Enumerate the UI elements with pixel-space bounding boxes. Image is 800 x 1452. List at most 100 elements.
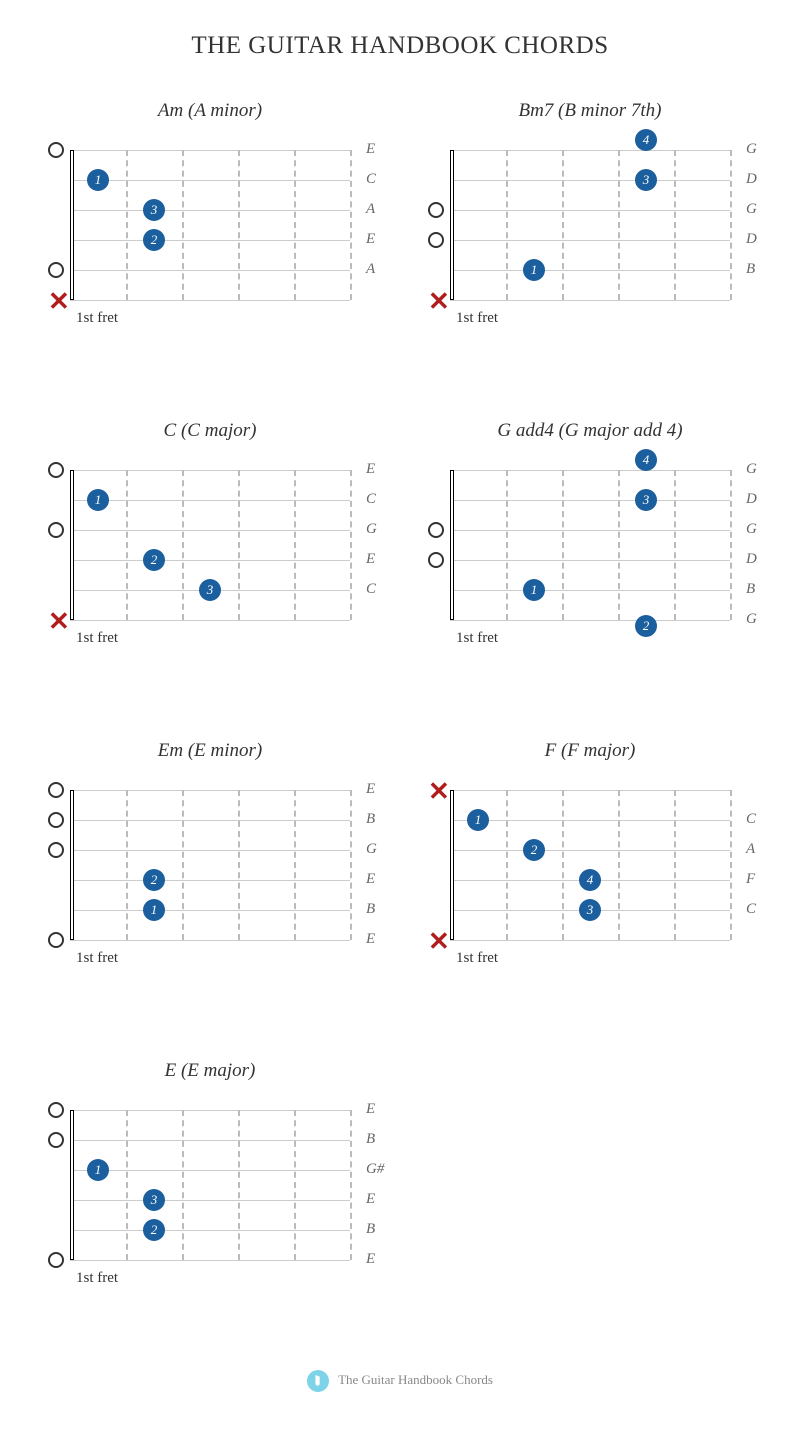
string-line	[70, 210, 350, 211]
open-string-marker	[48, 262, 64, 278]
string-line	[70, 620, 350, 621]
note-label: E	[366, 461, 375, 478]
string-line	[450, 820, 730, 821]
finger-dot: 2	[143, 549, 165, 571]
finger-dot: 3	[143, 1189, 165, 1211]
string-line	[450, 470, 730, 471]
nut	[70, 470, 74, 620]
nut	[450, 150, 454, 300]
note-label: G	[366, 521, 377, 538]
open-string-marker	[428, 232, 444, 248]
finger-dot: 2	[143, 229, 165, 251]
chord-name: Em (E minor)	[20, 740, 400, 762]
chord-cell: G add4 (G major add 4)4312GDGDBG1st fret	[400, 420, 780, 680]
finger-dot: 2	[635, 615, 657, 637]
mute-string-marker: ✕	[48, 608, 70, 634]
fret-line	[506, 470, 508, 620]
note-label: G#	[366, 1161, 384, 1178]
fret-line	[618, 470, 620, 620]
chord-cell: Em (E minor)21EBGEBE1st fret	[20, 740, 400, 1000]
note-label: C	[366, 491, 376, 508]
finger-dot: 3	[635, 169, 657, 191]
string-line	[70, 1140, 350, 1141]
note-label: B	[746, 261, 755, 278]
finger-dot: 1	[467, 809, 489, 831]
chord-diagram: 4312GDGDBG1st fret	[410, 470, 770, 680]
finger-dot: 4	[579, 869, 601, 891]
finger-dot: 4	[635, 449, 657, 471]
nut	[70, 1110, 74, 1260]
note-label: D	[746, 491, 757, 508]
fret-line	[618, 150, 620, 300]
chord-name: Am (A minor)	[20, 100, 400, 122]
string-line	[70, 180, 350, 181]
finger-dot: 1	[87, 169, 109, 191]
string-line	[70, 850, 350, 851]
open-string-marker	[48, 462, 64, 478]
string-line	[450, 790, 730, 791]
fret-line	[238, 470, 240, 620]
fret-line	[562, 150, 564, 300]
nut	[450, 470, 454, 620]
fret-position-label: 1st fret	[456, 310, 498, 327]
chord-cell: E (E major)132EBG#EBE1st fret	[20, 1060, 400, 1320]
chord-grid: Am (A minor)✕132ECAEA1st fretBm7 (B mino…	[0, 100, 800, 1320]
fret-position-label: 1st fret	[456, 950, 498, 967]
string-line	[70, 150, 350, 151]
mute-string-marker: ✕	[48, 288, 70, 314]
note-label: D	[746, 551, 757, 568]
string-line	[70, 880, 350, 881]
nut	[70, 150, 74, 300]
note-label: E	[366, 871, 375, 888]
note-label: B	[366, 1131, 375, 1148]
chord-cell: F (F major)✕✕1243CAFC1st fret	[400, 740, 780, 1000]
chord-diagram: ✕431GDGDB1st fret	[410, 150, 770, 360]
fret-line	[730, 150, 732, 300]
chord-cell: Am (A minor)✕132ECAEA1st fret	[20, 100, 400, 360]
string-line	[70, 910, 350, 911]
footer-text: The Guitar Handbook Chords	[338, 1372, 493, 1387]
fret-line	[182, 470, 184, 620]
note-label: A	[366, 201, 375, 218]
chord-name: G add4 (G major add 4)	[400, 420, 780, 442]
open-string-marker	[48, 932, 64, 948]
fret-line	[730, 790, 732, 940]
open-string-marker	[428, 522, 444, 538]
fret-line	[126, 1110, 128, 1260]
chord-diagram: ✕132ECAEA1st fret	[30, 150, 390, 360]
finger-dot: 1	[87, 489, 109, 511]
fret-line	[182, 150, 184, 300]
string-line	[70, 240, 350, 241]
fret-line	[238, 790, 240, 940]
note-label: D	[746, 231, 757, 248]
note-label: F	[746, 871, 755, 888]
finger-dot: 2	[143, 1219, 165, 1241]
finger-dot: 1	[523, 579, 545, 601]
fret-line	[238, 150, 240, 300]
fret-line	[126, 470, 128, 620]
note-label: G	[746, 141, 757, 158]
fret-line	[350, 790, 352, 940]
note-label: B	[366, 901, 375, 918]
chord-diagram: ✕123ECGEC1st fret	[30, 470, 390, 680]
finger-dot: 3	[579, 899, 601, 921]
open-string-marker	[428, 202, 444, 218]
mute-string-marker: ✕	[428, 928, 450, 954]
fret-line	[674, 150, 676, 300]
nut	[70, 790, 74, 940]
note-label: E	[366, 551, 375, 568]
fret-line	[294, 470, 296, 620]
fret-line	[562, 470, 564, 620]
string-line	[70, 530, 350, 531]
fret-line	[350, 470, 352, 620]
string-line	[70, 790, 350, 791]
chord-diagram: ✕✕1243CAFC1st fret	[410, 790, 770, 1000]
note-label: E	[366, 1191, 375, 1208]
chord-name: Bm7 (B minor 7th)	[400, 100, 780, 122]
mute-string-marker: ✕	[428, 288, 450, 314]
note-label: G	[746, 461, 757, 478]
string-line	[450, 620, 730, 621]
open-string-marker	[48, 842, 64, 858]
string-line	[450, 560, 730, 561]
finger-dot: 1	[523, 259, 545, 281]
